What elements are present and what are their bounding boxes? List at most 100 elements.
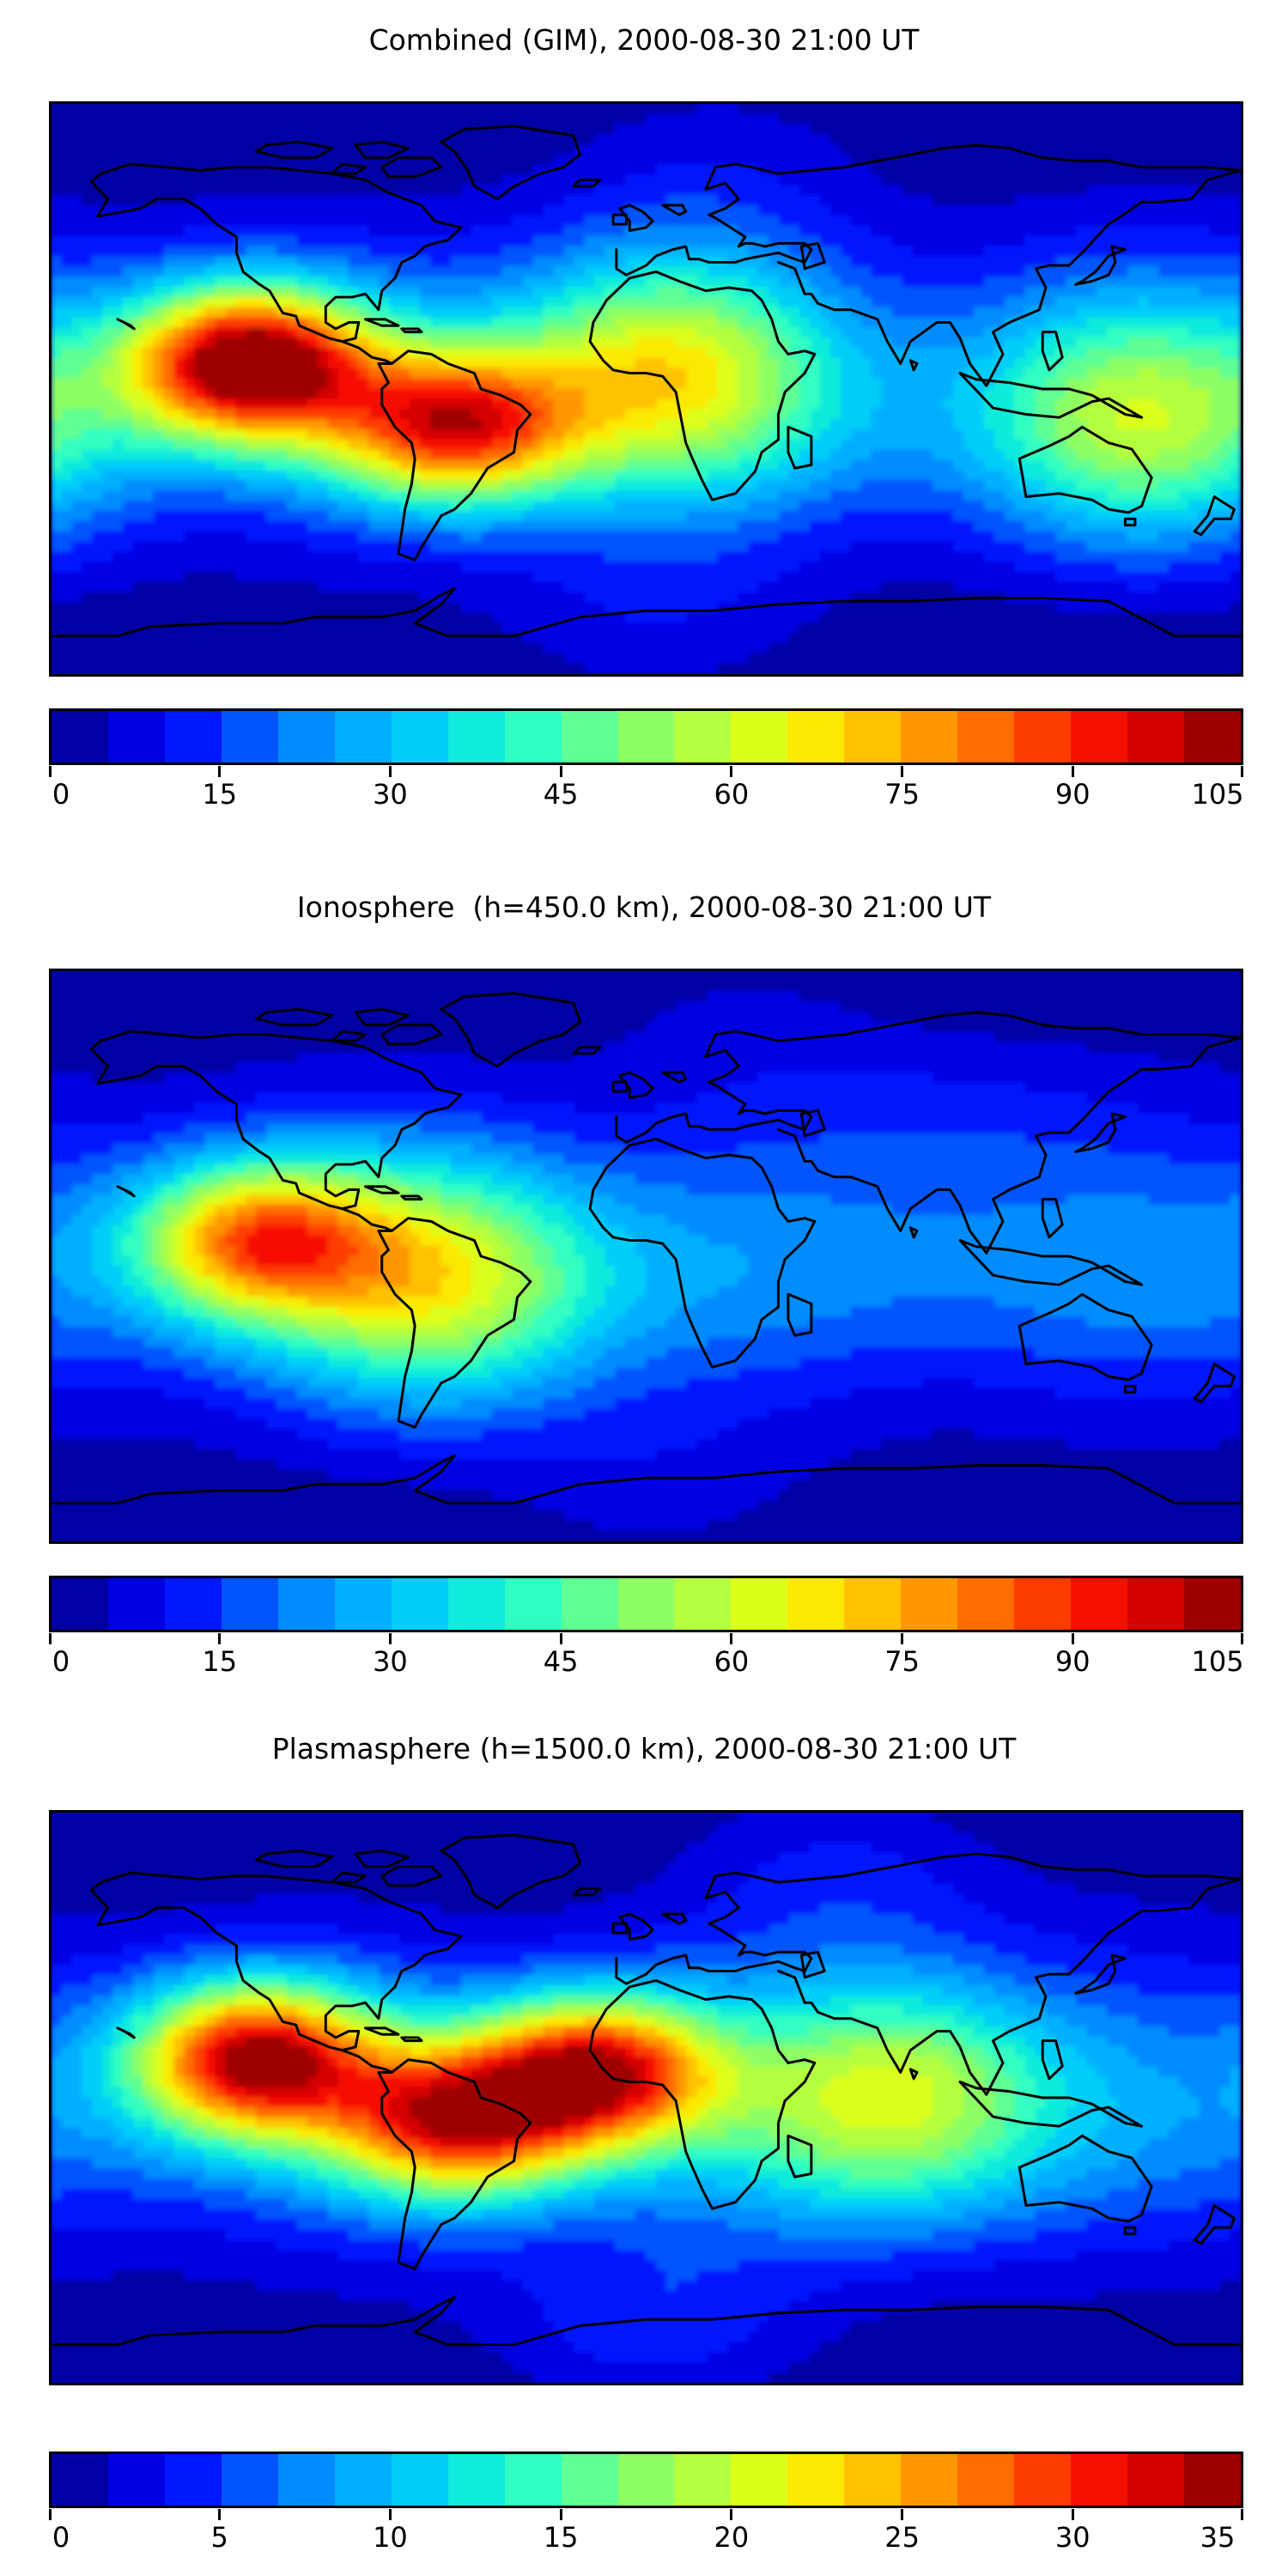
colorbar-tick-label: 0 [52, 2521, 70, 2554]
colorbar-band [787, 1578, 845, 1630]
coastline-path [380, 1865, 443, 1887]
coastline-path [1123, 1384, 1137, 1394]
colorbar-band [391, 1578, 448, 1630]
colorbar-band [617, 2454, 675, 2506]
coastline-path [908, 2068, 919, 2081]
colorbar-tickmark [730, 766, 733, 777]
coastline-path [787, 2134, 813, 2178]
colorbar-band [957, 1578, 1015, 1630]
map-inner [52, 971, 1241, 1541]
colorbar-tick-label: 10 [373, 2521, 408, 2554]
colorbar-band [334, 711, 392, 762]
coastline-path [588, 270, 817, 501]
coastline-layer [52, 1833, 1241, 2347]
coastline-path [958, 1239, 1144, 1286]
colorbar-band [391, 711, 448, 762]
colorbar-tickmark [49, 2509, 52, 2520]
panel-title-plasmasphere: Plasmasphere (h=1500.0 km), 2000-08-30 2… [271, 1732, 1017, 1765]
coastline-path [116, 318, 136, 331]
colorbar-tickmark [1241, 2509, 1243, 2520]
colorbar-band [617, 711, 675, 762]
coastline-path [1123, 2226, 1137, 2236]
colorbar-band [561, 2454, 618, 2506]
colorbar-band [1184, 711, 1241, 762]
coastline-path [255, 140, 334, 160]
coastline-path [255, 1007, 334, 1027]
colorbar-band [221, 711, 278, 762]
panel-title-combined-gim: Combined (GIM), 2000-08-30 21:00 UT [368, 23, 920, 57]
coastline-path [572, 1046, 602, 1055]
coastline-path [611, 213, 628, 226]
colorbar-band [107, 1578, 165, 1630]
colorbar-tickmark [49, 766, 52, 777]
coastline-path [776, 1878, 1241, 2096]
coastline-path [661, 204, 688, 216]
colorbar-band [391, 2454, 448, 2506]
coastline-path [400, 1194, 423, 1201]
map-axes-plasmasphere [49, 1810, 1243, 2385]
colorbar-band [277, 711, 335, 762]
colorbar-band [447, 2454, 505, 2506]
colorbar-band [164, 1578, 222, 1630]
coastline-path [380, 156, 443, 179]
panel-title-ionosphere: Ionosphere (h=450.0 km), 2000-08-30 21:0… [296, 890, 992, 924]
colorbar-tick-label: 5 [210, 2521, 228, 2554]
colorbar-tickmark [388, 1633, 392, 1644]
colorbar-tick-label: 90 [1054, 1645, 1091, 1678]
colorbar-band [787, 711, 845, 762]
coastline-path [400, 327, 423, 334]
colorbar-tick-label: 105 [1191, 778, 1244, 811]
coastline-path [787, 1292, 813, 1337]
colorbar-band [561, 711, 618, 762]
colorbar-tick-label: 20 [714, 2521, 750, 2554]
colorbar-band [107, 2454, 165, 2506]
colorbar-band [901, 2454, 958, 2506]
colorbar-tick-label: 35 [1200, 2521, 1236, 2554]
coastline-path [116, 2026, 136, 2039]
tec-field-combined-gim [52, 104, 1241, 674]
colorbar-band [957, 2454, 1015, 2506]
coastline-path [52, 1454, 1241, 1505]
map-inner [52, 1813, 1241, 2383]
colorbar-tick-label: 15 [543, 2521, 579, 2554]
coastline-path [908, 359, 919, 372]
coastline-path [661, 1912, 688, 1925]
colorbar-band [731, 711, 788, 762]
colorbar-band [221, 1578, 278, 1630]
coastline-path [331, 162, 368, 175]
coastline-layer [52, 992, 1241, 1505]
coastline-path [618, 204, 654, 233]
colorbar-band [674, 711, 732, 762]
coastline-path [1074, 1953, 1127, 1995]
colorbar-tickmark [218, 2509, 222, 2520]
colorbar-tick-label: 45 [543, 778, 579, 811]
coastline-path [1074, 1112, 1127, 1153]
colorbar-band [1184, 2454, 1241, 2506]
coastline-path [618, 1071, 654, 1100]
colorbar-band [164, 711, 222, 762]
coastline-path [377, 349, 532, 562]
coastline-path [52, 586, 1241, 638]
colorbar-band [1014, 711, 1072, 762]
coastline-path [908, 1226, 919, 1239]
colorbar-ionosphere [49, 1576, 1243, 1632]
colorbar-tick-label: 30 [1054, 2521, 1091, 2554]
coastline-path [1041, 331, 1064, 372]
colorbar-band [674, 2454, 732, 2506]
coastline-path [440, 992, 582, 1068]
colorbar-tickmark [1071, 2509, 1074, 2520]
colorbar-tickmark [559, 1633, 562, 1644]
coastline-path [1193, 495, 1236, 537]
colorbar-band [1184, 1578, 1241, 1630]
colorbar-band [957, 711, 1015, 762]
colorbar-band [107, 711, 165, 762]
colorbar-tick-label: 0 [52, 778, 70, 811]
colorbar-band [52, 2454, 108, 2506]
colorbar-band [731, 2454, 788, 2506]
colorbar-ticks-plasmasphere: 0 5 10 15 20 25 30 35 [49, 2509, 1243, 2557]
colorbar-band [787, 2454, 845, 2506]
coastline-path [440, 1833, 582, 1910]
colorbar-tick-label: 75 [884, 778, 920, 811]
coastline-path [1074, 245, 1127, 286]
